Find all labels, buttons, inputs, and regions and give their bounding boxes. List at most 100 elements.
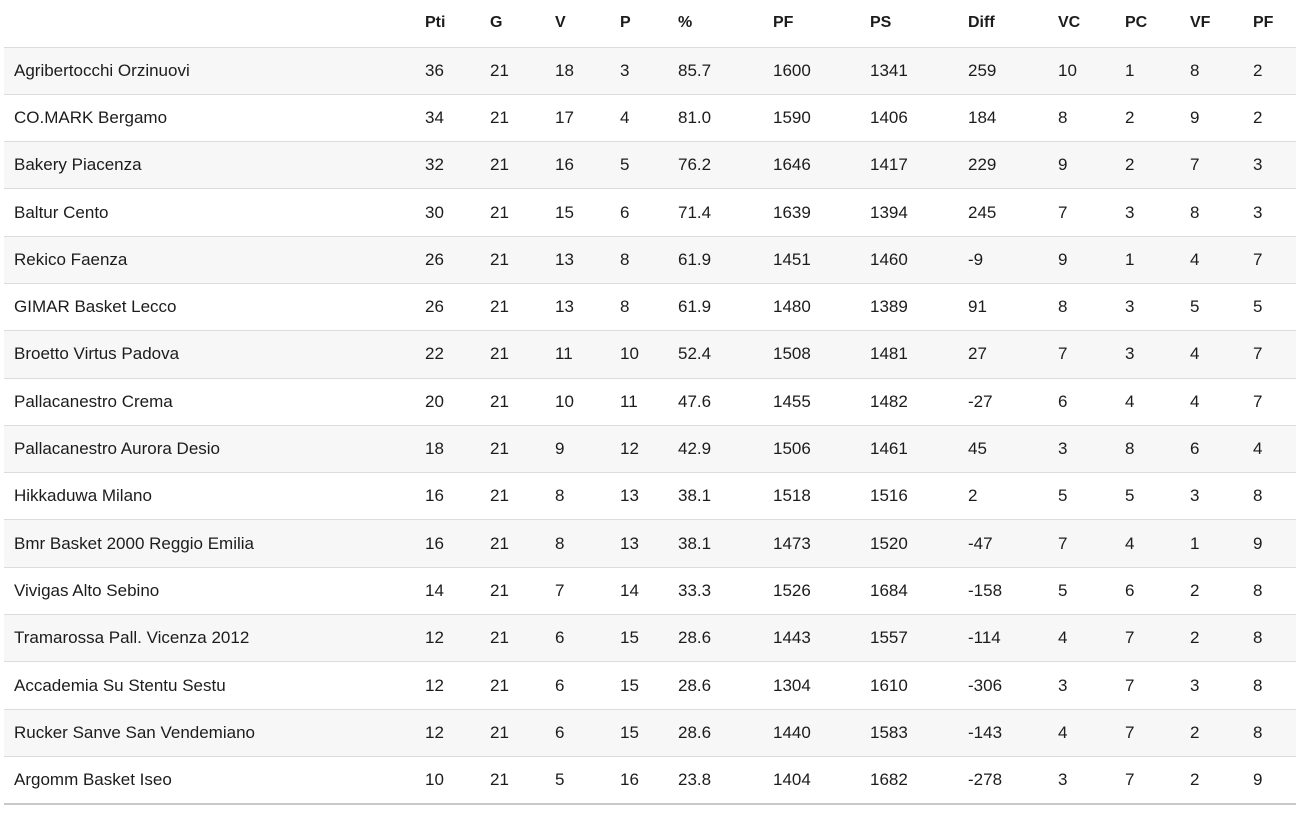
stat-cell-ps: 1461 <box>870 424 968 473</box>
stat-cell-pti: 36 <box>425 46 490 95</box>
stat-cell-diff: 259 <box>968 46 1058 95</box>
table-row: Rekico Faenza 26 21 13 8 61.9 1451 1460 -9 9 1 4 7 <box>4 235 1296 284</box>
stat-cell-ps: 1341 <box>870 46 968 95</box>
stat-cell-ps: 1417 <box>870 141 968 189</box>
stat-cell-v: 11 <box>555 330 620 379</box>
stat-cell-vf: 8 <box>1190 46 1253 95</box>
stat-cell-pf: 1404 <box>773 755 870 804</box>
stat-cell-v: 15 <box>555 188 620 237</box>
stat-cell-vc: 5 <box>1058 566 1125 615</box>
stat-cell-v: 13 <box>555 235 620 284</box>
stat-cell-ps: 1520 <box>870 519 968 568</box>
stat-cell-g: 21 <box>490 330 555 379</box>
stat-cell-pf2: 3 <box>1253 141 1296 189</box>
stat-cell-pti: 34 <box>425 93 490 142</box>
stat-cell-ps: 1460 <box>870 235 968 284</box>
stat-cell-pf2: 9 <box>1253 755 1296 804</box>
stat-cell-diff: 2 <box>968 472 1058 520</box>
stat-cell-pc: 5 <box>1125 472 1190 520</box>
stat-cell-g: 21 <box>490 141 555 189</box>
table-row: Rucker Sanve San Vendemiano 12 21 6 15 28.6 14… <box>4 708 1296 757</box>
stat-cell-p: 4 <box>620 93 678 142</box>
stat-cell-p: 8 <box>620 282 678 331</box>
stat-cell-pti: 14 <box>425 566 490 615</box>
stat-cell-vf: 4 <box>1190 377 1253 426</box>
standings-table: Pti G V P% PF PS Diff VC PC VF PF Agribertocchi Or… <box>4 0 1296 805</box>
column-header-g: G <box>490 0 555 47</box>
stat-cell-pti: 18 <box>425 424 490 473</box>
stat-cell-g: 21 <box>490 93 555 142</box>
column-header-pf: PF <box>773 0 870 47</box>
stat-cell-diff: -158 <box>968 566 1058 615</box>
stat-cell-vf: 1 <box>1190 519 1253 568</box>
team-name-cell: Rekico Faenza <box>4 235 425 284</box>
stat-cell-diff: -278 <box>968 755 1058 804</box>
stat-cell-v: 16 <box>555 141 620 189</box>
team-name-cell: Argomm Basket Iseo <box>4 755 425 804</box>
team-name-cell: Hikkaduwa Milano <box>4 472 425 520</box>
team-name-cell: Pallacanestro Aurora Desio <box>4 424 425 473</box>
stat-cell-p: 14 <box>620 566 678 615</box>
table-row: Baltur Cento 30 21 15 6 71.4 1639 1394 245 7 3 8 3 <box>4 188 1296 237</box>
stat-cell-p: 12 <box>620 424 678 473</box>
stat-cell-pct: 38.1 <box>678 472 773 520</box>
stat-cell-pf: 1590 <box>773 93 870 142</box>
stat-cell-vf: 3 <box>1190 472 1253 520</box>
stat-cell-pct: 38.1 <box>678 519 773 568</box>
stat-cell-pc: 4 <box>1125 519 1190 568</box>
team-name-cell: Pallacanestro Crema <box>4 377 425 426</box>
stat-cell-pf: 1506 <box>773 424 870 473</box>
stat-cell-pc: 2 <box>1125 141 1190 189</box>
stat-cell-pf2: 8 <box>1253 614 1296 662</box>
stat-cell-pf: 1518 <box>773 472 870 520</box>
team-name-cell: Vivigas Alto Sebino <box>4 566 425 615</box>
stat-cell-pti: 20 <box>425 377 490 426</box>
stat-cell-v: 8 <box>555 472 620 520</box>
team-name-cell: Baltur Cento <box>4 188 425 237</box>
stat-cell-p: 10 <box>620 330 678 379</box>
column-header-pf2: PF <box>1253 0 1296 47</box>
stat-cell-ps: 1394 <box>870 188 968 237</box>
stat-cell-pct: 28.6 <box>678 614 773 662</box>
stat-cell-pc: 7 <box>1125 661 1190 710</box>
stat-cell-vc: 8 <box>1058 93 1125 142</box>
stat-cell-g: 21 <box>490 235 555 284</box>
stat-cell-vf: 2 <box>1190 566 1253 615</box>
team-name-cell: Rucker Sanve San Vendemiano <box>4 708 425 757</box>
stat-cell-p: 15 <box>620 661 678 710</box>
stat-cell-vc: 7 <box>1058 519 1125 568</box>
stat-cell-vf: 5 <box>1190 282 1253 331</box>
stat-cell-v: 9 <box>555 424 620 473</box>
stat-cell-pti: 10 <box>425 755 490 804</box>
stat-cell-p: 11 <box>620 377 678 426</box>
stat-cell-pf2: 8 <box>1253 661 1296 710</box>
stat-cell-g: 21 <box>490 566 555 615</box>
stat-cell-diff: 27 <box>968 330 1058 379</box>
stat-cell-pct: 61.9 <box>678 235 773 284</box>
stat-cell-v: 7 <box>555 566 620 615</box>
table-row: Bakery Piacenza 32 21 16 5 76.2 1646 1417 229 9 2 7… <box>4 141 1296 189</box>
stat-cell-pf: 1473 <box>773 519 870 568</box>
header-row: Pti G V P% PF PS Diff VC PC VF PF <box>4 0 1296 47</box>
stat-cell-p: 13 <box>620 472 678 520</box>
column-header-p: P <box>620 0 678 47</box>
stat-cell-diff: -114 <box>968 614 1058 662</box>
stat-cell-p: 3 <box>620 46 678 95</box>
stat-cell-g: 21 <box>490 46 555 95</box>
team-name-cell: Bakery Piacenza <box>4 141 425 189</box>
stat-cell-diff: -306 <box>968 661 1058 710</box>
stat-cell-pf2: 8 <box>1253 472 1296 520</box>
stat-cell-pti: 12 <box>425 661 490 710</box>
stat-cell-v: 18 <box>555 46 620 95</box>
stat-cell-p: 15 <box>620 708 678 757</box>
team-name-cell: Broetto Virtus Padova <box>4 330 425 379</box>
table-row: Pallacanestro Crema 20 21 10 11 47.6 1455 1482-… <box>4 377 1296 426</box>
stat-cell-v: 6 <box>555 614 620 662</box>
stat-cell-pct: 33.3 <box>678 566 773 615</box>
stat-cell-diff: 45 <box>968 424 1058 473</box>
stat-cell-pti: 16 <box>425 472 490 520</box>
stat-cell-pf2: 8 <box>1253 566 1296 615</box>
stat-cell-g: 21 <box>490 519 555 568</box>
stat-cell-pti: 22 <box>425 330 490 379</box>
stat-cell-pct: 28.6 <box>678 708 773 757</box>
